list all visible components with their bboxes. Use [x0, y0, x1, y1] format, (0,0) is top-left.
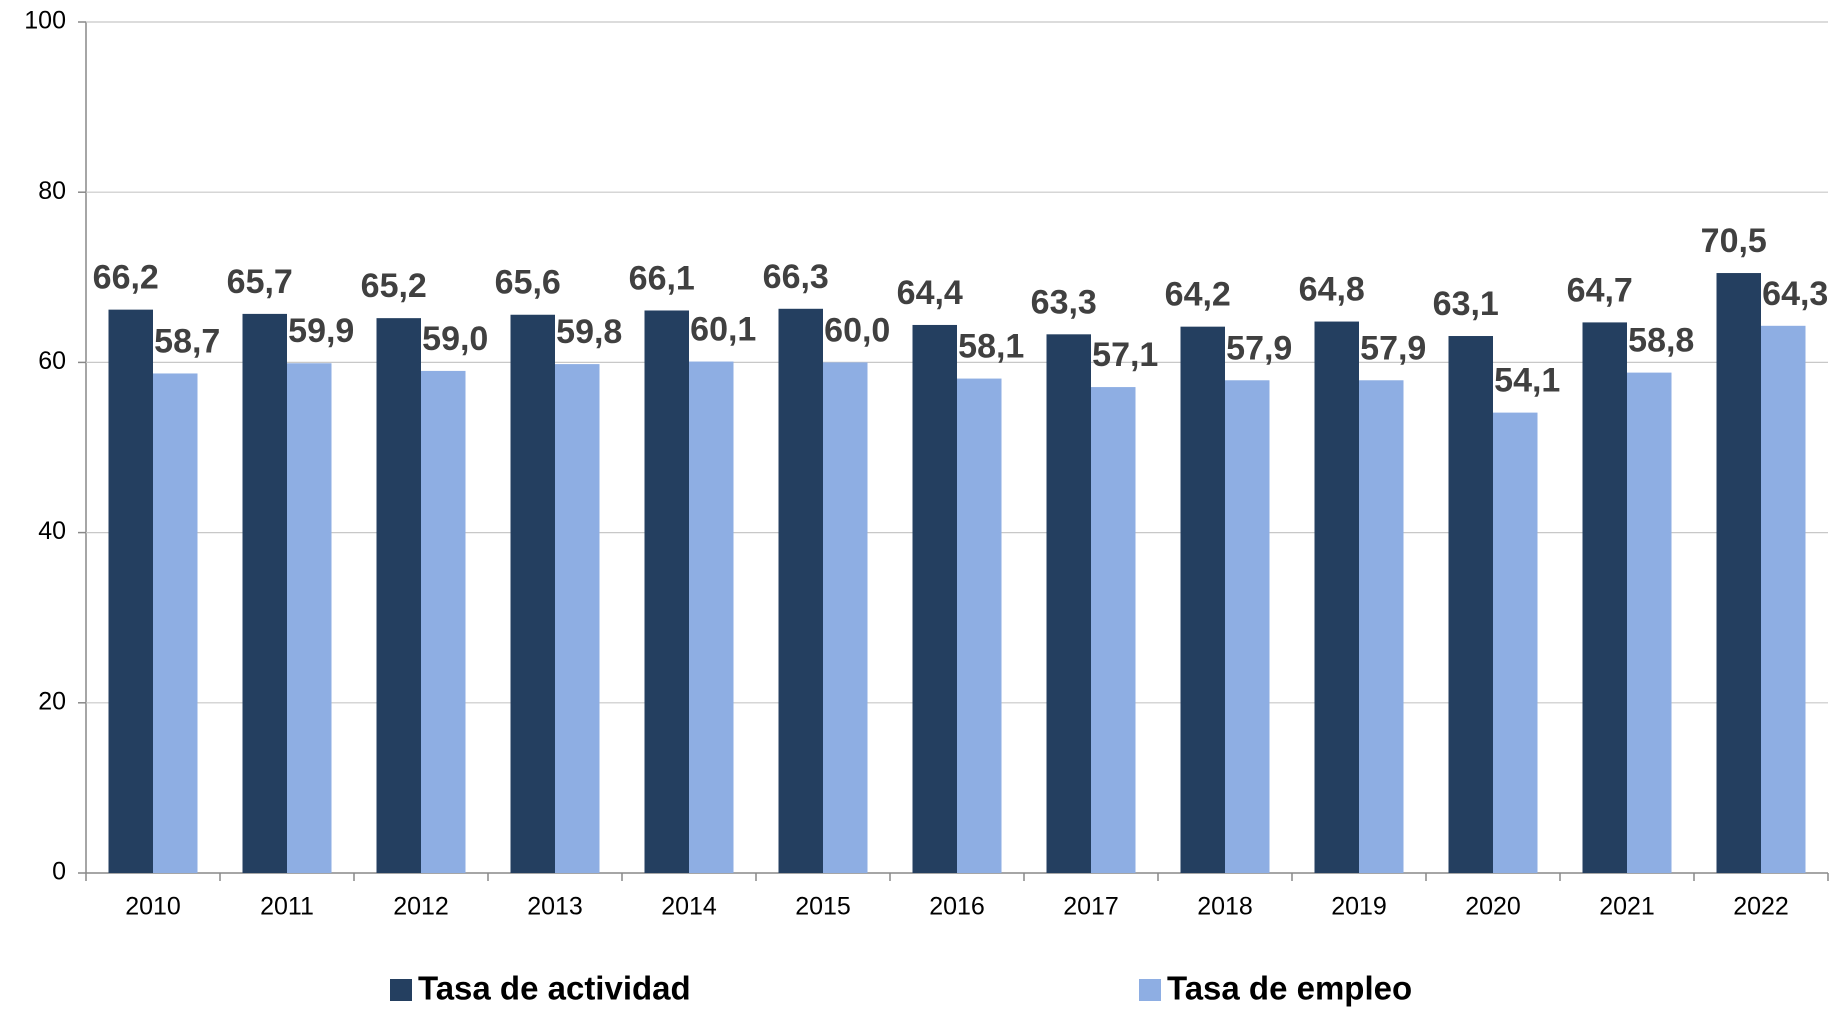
bar — [823, 362, 868, 873]
y-tick-label: 20 — [38, 687, 66, 715]
bar — [1225, 380, 1270, 873]
bar — [957, 378, 1002, 873]
value-label: 57,1 — [1092, 336, 1158, 374]
bar — [1493, 412, 1538, 873]
bar — [287, 363, 332, 873]
value-label: 60,0 — [824, 311, 890, 349]
x-tick-label: 2016 — [929, 893, 985, 921]
legend-swatch — [390, 979, 412, 1001]
bar — [376, 318, 421, 873]
y-tick-label: 60 — [38, 347, 66, 375]
value-label: 65,7 — [227, 263, 293, 301]
value-label: 66,1 — [629, 259, 695, 297]
bar — [1091, 387, 1136, 873]
value-label: 54,1 — [1494, 362, 1560, 400]
value-label: 66,3 — [763, 258, 829, 296]
x-tick-label: 2021 — [1599, 893, 1655, 921]
y-tick-label: 0 — [52, 858, 66, 886]
x-tick-label: 2019 — [1331, 893, 1387, 921]
value-label: 65,6 — [495, 264, 561, 302]
value-label: 64,4 — [897, 274, 963, 312]
x-tick-label: 2020 — [1465, 893, 1521, 921]
bar — [555, 364, 600, 873]
y-tick-label: 40 — [38, 517, 66, 545]
value-label: 58,1 — [958, 328, 1024, 366]
value-label: 58,8 — [1628, 322, 1694, 360]
value-label: 59,8 — [556, 313, 622, 351]
bar — [644, 310, 689, 873]
y-tick-label: 100 — [24, 7, 66, 35]
value-label: 63,3 — [1031, 283, 1097, 321]
value-label: 57,9 — [1360, 329, 1426, 367]
x-tick-label: 2018 — [1197, 893, 1253, 921]
x-tick-label: 2013 — [527, 893, 583, 921]
value-label: 64,3 — [1762, 275, 1828, 313]
value-label: 60,1 — [690, 311, 756, 349]
bar — [510, 314, 555, 873]
bar — [108, 309, 153, 873]
bar — [1761, 325, 1806, 873]
value-label: 63,1 — [1433, 285, 1499, 323]
y-tick-label: 80 — [38, 177, 66, 205]
bar — [1627, 372, 1672, 873]
legend-swatch — [1139, 979, 1161, 1001]
value-label: 64,8 — [1299, 271, 1365, 309]
bar — [1314, 321, 1359, 873]
bar — [1359, 380, 1404, 873]
bar — [421, 370, 466, 873]
value-label: 59,9 — [288, 312, 354, 350]
x-tick-label: 2010 — [125, 893, 181, 921]
legend-label: Tasa de actividad — [418, 970, 691, 1007]
bar — [778, 308, 823, 873]
bar — [153, 373, 198, 873]
bar — [912, 324, 957, 873]
bar — [1582, 322, 1627, 873]
bar — [1448, 336, 1493, 873]
value-label: 59,0 — [422, 320, 488, 358]
bar — [1716, 273, 1761, 873]
bar — [689, 361, 734, 873]
value-label: 70,5 — [1701, 222, 1767, 260]
x-tick-label: 2015 — [795, 893, 851, 921]
x-tick-label: 2014 — [661, 893, 717, 921]
value-label: 66,2 — [93, 259, 159, 297]
x-tick-label: 2017 — [1063, 893, 1119, 921]
x-tick-label: 2011 — [260, 893, 314, 921]
value-label: 64,7 — [1567, 271, 1633, 309]
bar — [242, 313, 287, 873]
bar — [1046, 334, 1091, 873]
value-label: 57,9 — [1226, 329, 1292, 367]
value-label: 65,2 — [361, 267, 427, 305]
value-label: 58,7 — [154, 322, 220, 360]
bar — [1180, 326, 1225, 874]
x-tick-label: 2012 — [393, 893, 449, 921]
legend-label: Tasa de empleo — [1167, 970, 1412, 1007]
x-tick-label: 2022 — [1733, 893, 1789, 921]
value-label: 64,2 — [1165, 276, 1231, 314]
